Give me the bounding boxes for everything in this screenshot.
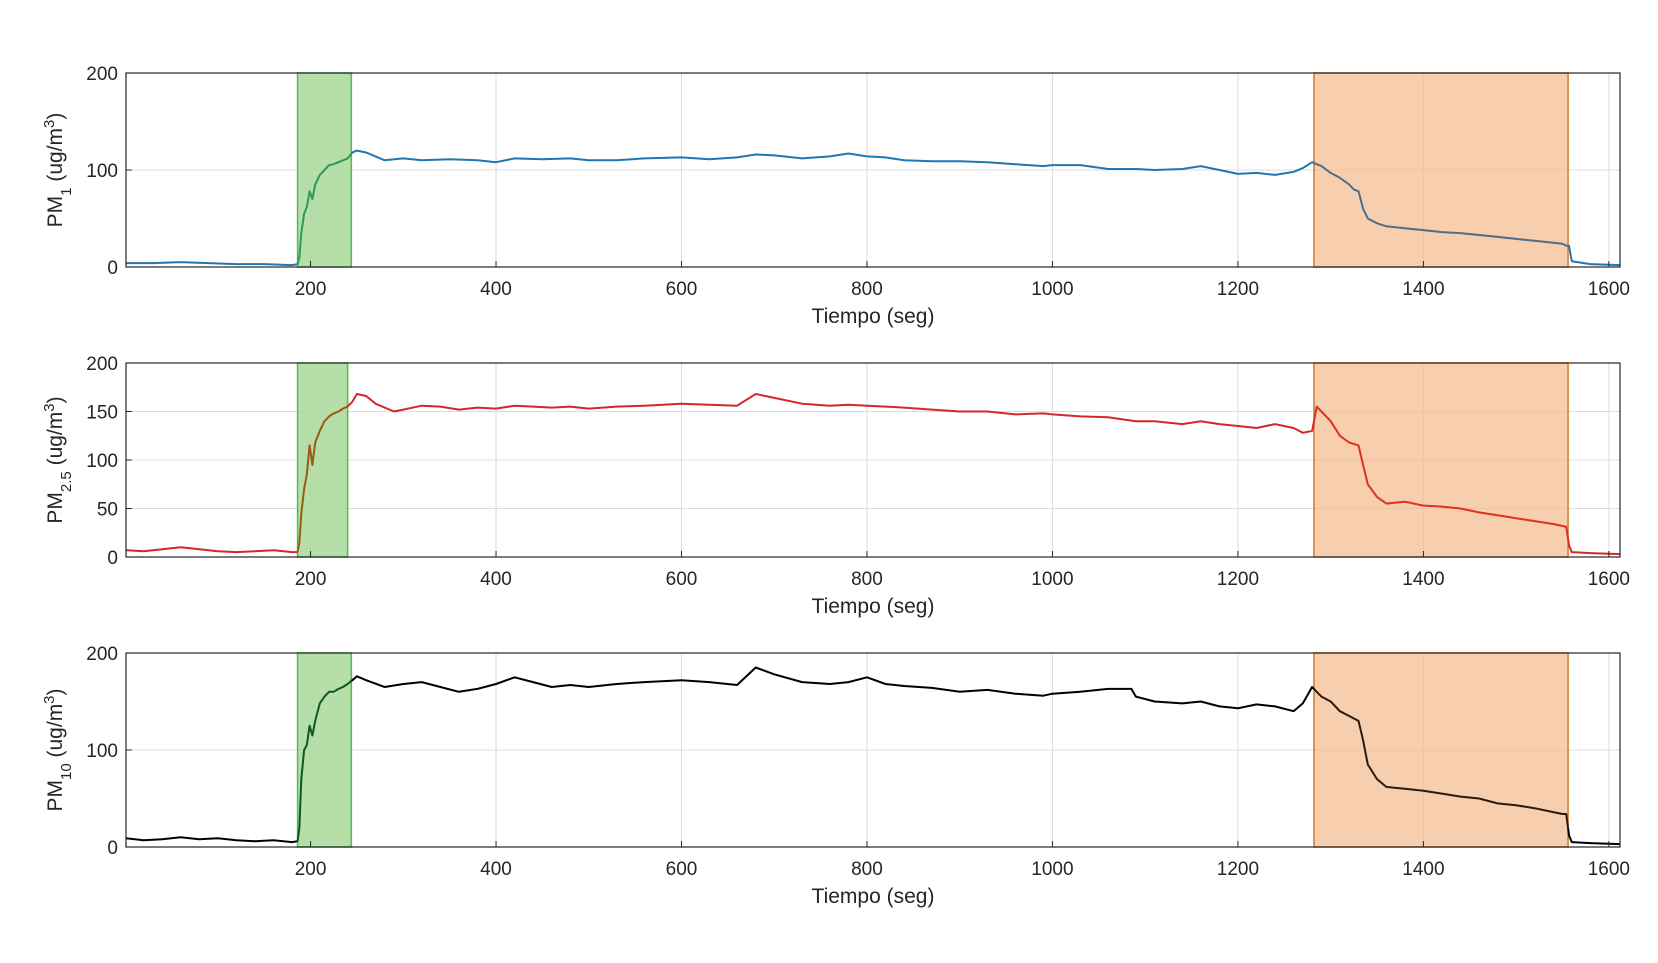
pm10-x-tick-label: 200	[295, 859, 327, 880]
pm1-x-tick-label: 200	[295, 279, 327, 300]
pm2-5-green-highlight-region	[296, 362, 349, 558]
pm2-5-series-line	[125, 546, 298, 554]
pm1-series-line	[1568, 244, 1621, 267]
pm10-chart-panel: 200 400 600 800 1000 1200 1400 1600 0 100 200 Tiemp…	[41, 644, 1631, 908]
pm10-y-axis-label: PM10 (ug/m3)	[41, 688, 75, 811]
pm1-x-axis-label: Tiempo (seg)	[812, 305, 935, 328]
pm10-x-tick-label: 600	[666, 859, 698, 880]
pm1-y-axis-label: PM1 (ug/m3)	[41, 113, 75, 228]
pm10-orange-highlight-region	[1313, 652, 1569, 848]
pm10-x-tick-label: 1200	[1217, 859, 1259, 880]
pm2-5-x-tick-label: 600	[666, 569, 698, 590]
pm1-x-tick-label: 1000	[1031, 279, 1073, 300]
pm2-5-chart-panel: 200 400 600 800 1000 1200 1400 1600 0 50 100 150 200…	[41, 354, 1631, 618]
pm1-series-line-green-segment	[296, 153, 353, 265]
pm10-y-tick-label: 0	[107, 838, 118, 859]
pm2-5-x-tick-label: 1200	[1217, 569, 1259, 590]
pm1-series-line-orange-segment	[1313, 162, 1569, 247]
pm10-series-line	[350, 666, 1315, 713]
pm1-series-line	[126, 261, 298, 267]
pm10-y-tick-label: 200	[86, 644, 118, 665]
pm10-series-line-green-segment	[296, 680, 353, 842]
pm10-x-tick-label: 800	[851, 859, 883, 880]
pm1-y-tick-label: 100	[86, 161, 118, 182]
pm1-x-tick-label: 600	[666, 279, 698, 300]
pm1-x-tick-label: 1400	[1402, 279, 1444, 300]
pm2-5-y-axis-label: PM2.5 (ug/m3)	[41, 396, 75, 523]
pm2-5-x-tick-label: 1400	[1402, 569, 1444, 590]
pm1-y-tick-label: 200	[86, 64, 118, 85]
pm2-5-x-tick-label: 200	[295, 569, 327, 590]
pm2-5-series-line	[346, 393, 1315, 434]
pm2-5-x-tick-label: 400	[480, 569, 512, 590]
pm2-5-x-tick-label: 800	[851, 569, 883, 590]
pm2-5-x-tick-label: 1000	[1031, 569, 1073, 590]
pm1-chart-panel: 200 400 600 800 1000 1200 1400 1600 0 100 200 Tiemp…	[41, 64, 1631, 328]
pm10-green-highlight-region	[296, 652, 353, 848]
pm1-x-tick-label: 1600	[1588, 279, 1630, 300]
pm1-x-tick-label: 800	[851, 279, 883, 300]
pm10-y-tick-label: 100	[86, 741, 118, 762]
pm2-5-y-tick-label: 50	[97, 500, 118, 521]
pm10-x-tick-label: 1000	[1031, 859, 1073, 880]
pm1-x-tick-label: 1200	[1217, 279, 1259, 300]
pm2-5-series-line	[1567, 539, 1621, 556]
pm10-series-line-orange-segment	[1313, 688, 1570, 829]
pm2-5-x-axis-label: Tiempo (seg)	[812, 595, 935, 618]
pm10-x-tick-label: 1600	[1588, 859, 1630, 880]
pm2-5-y-tick-label: 100	[86, 451, 118, 472]
pm2-5-series-line-orange-segment	[1313, 405, 1570, 540]
pm2-5-y-tick-label: 150	[86, 403, 118, 424]
pm2-5-series-line-green-segment	[296, 405, 348, 553]
pm10-series-line	[125, 836, 298, 844]
pm2-5-x-tick-label: 1600	[1588, 569, 1630, 590]
pm2-5-y-tick-label: 200	[86, 354, 118, 375]
pm2-5-y-tick-label: 0	[107, 548, 118, 569]
pm1-y-tick-label: 0	[107, 258, 118, 279]
pm1-x-tick-label: 400	[480, 279, 512, 300]
pm1-orange-highlight-region	[1313, 72, 1569, 268]
pm10-x-axis-label: Tiempo (seg)	[812, 885, 935, 908]
pm10-x-tick-label: 400	[480, 859, 512, 880]
pm1-series-line	[350, 149, 1315, 176]
pm2-5-orange-highlight-region	[1313, 362, 1569, 558]
pm10-series-line	[1567, 828, 1621, 846]
pm10-x-tick-label: 1400	[1402, 859, 1444, 880]
